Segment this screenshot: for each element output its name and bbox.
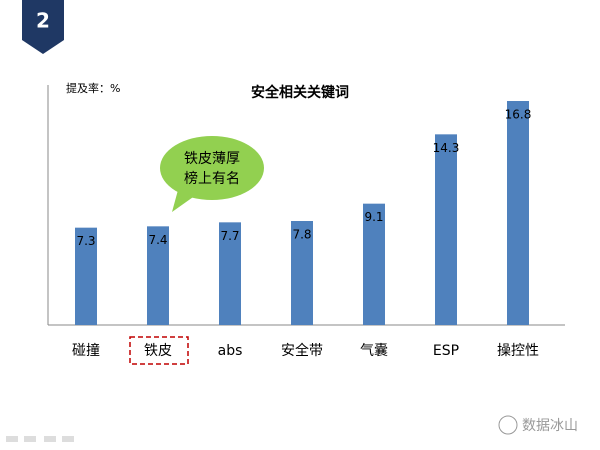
chart-title: 安全相关关键词 [251,84,349,101]
nav-icon [62,436,74,442]
callout: 铁皮薄厚 榜上有名 [160,136,264,212]
bar [219,222,241,325]
callout-bubble [160,136,264,200]
bar [291,221,313,325]
bar [435,134,457,325]
bar [75,227,97,325]
value-label: 14.3 [433,141,460,155]
callout-text: 榜上有名 [184,170,240,187]
value-label: 16.8 [505,108,532,122]
x-tick-label: 铁皮 [144,343,172,359]
slide-number: 2 [36,9,50,33]
nav-icon [6,436,18,442]
watermark-icon [498,415,518,435]
callout-text: 铁皮薄厚 [184,151,240,167]
watermark: 数据冰山 [522,418,578,434]
value-label: 7.8 [292,228,311,242]
slide-badge [22,0,64,54]
bar [507,101,529,325]
bar [363,203,385,325]
nav-icon [44,436,56,442]
x-tick-label: abs [218,343,243,359]
x-tick-label: 安全带 [281,342,323,359]
value-label: 9.1 [364,210,383,224]
value-label: 7.7 [220,229,239,243]
x-tick-label: 碰撞 [72,343,100,359]
value-label: 7.3 [76,234,95,248]
bar [147,226,169,325]
value-label: 7.4 [148,233,167,247]
nav-icons [6,436,74,442]
y-axis-label: 提及率：% [66,81,120,95]
x-tick-label: 气囊 [360,342,388,359]
highlight-box [129,336,189,365]
x-tick-label: 操控性 [497,343,539,359]
nav-icon [24,436,36,442]
x-tick-label: ESP [433,343,459,359]
